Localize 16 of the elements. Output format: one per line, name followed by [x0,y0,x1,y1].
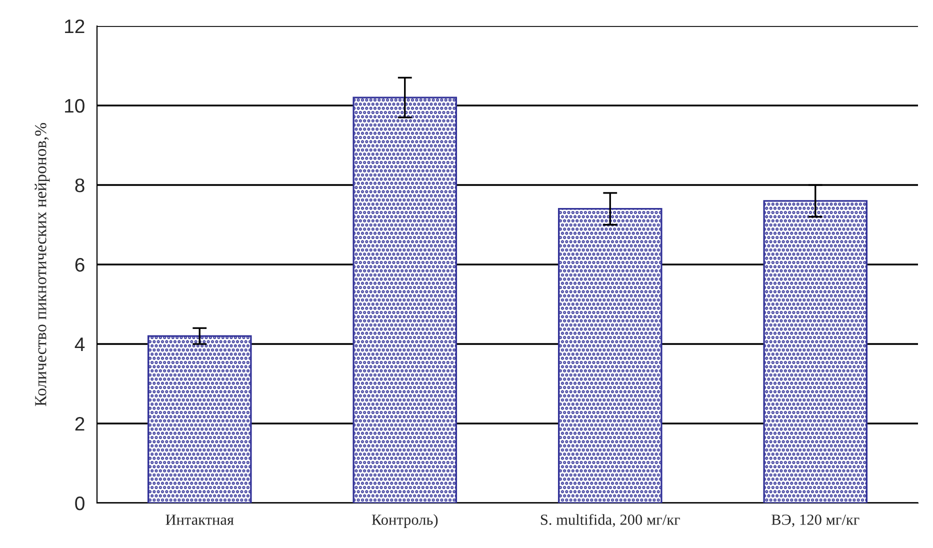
y-tick-label: 6 [75,258,84,272]
y-tick-label: 12 [65,19,84,34]
bar [147,335,252,503]
y-tick-label: 10 [65,98,84,113]
x-tick-label: ВЭ, 120 мг/кг [772,514,860,528]
bar [558,208,662,503]
bar [763,200,868,503]
x-tick-label: S. multifida, 200 мг/кг [540,514,680,528]
y-tick-label: 4 [74,338,85,352]
y-tick-label: 8 [75,178,84,192]
x-tick-label: Контроль) [372,514,438,528]
y-tick-label: 2 [75,416,84,431]
bar [352,96,458,503]
y-tick-label: 0 [75,496,84,510]
x-tick-label: Интактная [166,514,234,525]
y-axis-title: Количество пикнотических нейронов,% [34,123,50,406]
